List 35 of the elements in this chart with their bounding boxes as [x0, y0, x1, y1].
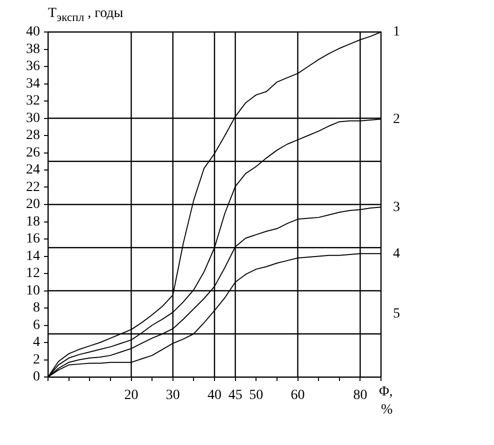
- series-label: 1: [393, 24, 400, 40]
- y-tick-label: 40: [26, 24, 40, 40]
- x-tick-label: 40: [208, 388, 222, 404]
- y-axis-title: T$_{экспл}$ , годы: [48, 6, 124, 24]
- x-tick-label: 30: [166, 388, 180, 404]
- y-tick-label: 38: [26, 42, 40, 57]
- series-label: 4: [393, 246, 400, 262]
- y-tick-label: 18: [26, 214, 40, 230]
- x-tick-label: 80: [353, 388, 368, 404]
- text: 5: [393, 306, 400, 322]
- y-tick-label: 34: [26, 76, 40, 92]
- y-tick-label: 22: [26, 180, 40, 195]
- y-tick-label: 24: [26, 162, 40, 178]
- series-label: 3: [393, 200, 400, 215]
- x-tick-label: 45: [228, 388, 242, 404]
- x-axis-title: Φ, %: [379, 384, 393, 418]
- y-tick-label: 36: [26, 59, 40, 74]
- x-tick-label: 60: [290, 388, 305, 404]
- y-tick-label: 26: [26, 145, 40, 160]
- y-tick-label: 6: [33, 318, 40, 333]
- y-tick-label: 30: [26, 110, 40, 126]
- x-tick-label: 20: [124, 388, 138, 404]
- y-tick-label: 32: [26, 94, 40, 109]
- y-tick-label: 8: [33, 300, 40, 316]
- y-tick-label: 14: [26, 248, 40, 264]
- series-label: 2: [393, 112, 400, 127]
- y-tick-label: 10: [26, 283, 40, 298]
- y-tick-label: 12: [26, 266, 40, 282]
- y-tick-label: 28: [26, 128, 40, 144]
- y-tick-label: 20: [26, 197, 40, 212]
- y-tick-label: 4: [33, 335, 40, 350]
- y-tick-label: 16: [26, 232, 40, 247]
- x-tick-label: 50: [249, 388, 264, 404]
- y-tick-label: 0: [33, 370, 40, 385]
- y-tick-label: 2: [33, 352, 40, 368]
